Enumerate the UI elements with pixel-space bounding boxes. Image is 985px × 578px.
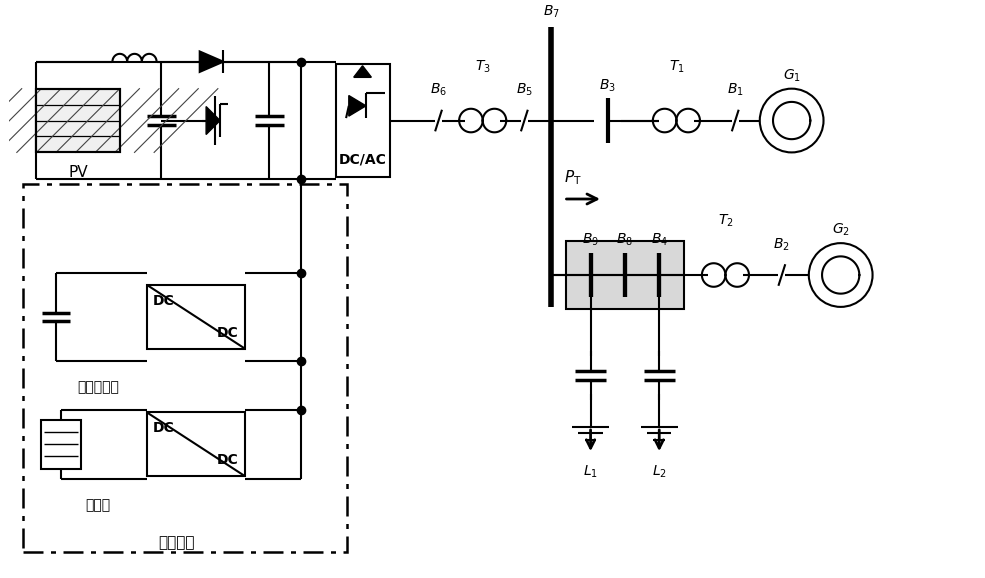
Text: $B_5$: $B_5$ xyxy=(516,82,533,98)
Text: $B_8$: $B_8$ xyxy=(617,232,633,248)
Text: $G_1$: $G_1$ xyxy=(783,68,801,84)
Polygon shape xyxy=(200,51,224,72)
Text: $T_2$: $T_2$ xyxy=(718,213,733,229)
Text: $T_3$: $T_3$ xyxy=(475,58,491,75)
Text: DC/AC: DC/AC xyxy=(339,153,386,167)
Bar xyxy=(36,88,120,153)
Text: PV: PV xyxy=(68,165,88,180)
Text: $B_3$: $B_3$ xyxy=(599,77,617,94)
Bar xyxy=(41,420,81,469)
Text: $P_{\mathrm{T}}$: $P_{\mathrm{T}}$ xyxy=(563,168,581,187)
Bar xyxy=(24,184,347,552)
Text: DC: DC xyxy=(153,421,174,435)
Text: $B_2$: $B_2$ xyxy=(773,236,790,253)
Text: 蓄电池: 蓄电池 xyxy=(85,498,110,512)
Text: $B_9$: $B_9$ xyxy=(582,232,599,248)
Text: DC: DC xyxy=(153,294,174,307)
Bar xyxy=(147,285,245,349)
Polygon shape xyxy=(349,95,366,116)
Text: $T_1$: $T_1$ xyxy=(669,58,685,75)
Bar xyxy=(147,412,245,476)
Text: DC: DC xyxy=(218,453,239,467)
Bar xyxy=(336,64,389,177)
Text: $B_7$: $B_7$ xyxy=(543,3,559,20)
Text: $B_6$: $B_6$ xyxy=(430,82,447,98)
Polygon shape xyxy=(206,106,220,135)
Text: 超级电容器: 超级电容器 xyxy=(77,380,118,394)
Polygon shape xyxy=(354,66,371,77)
Text: DC: DC xyxy=(218,325,239,340)
Text: 混合储能: 混合储能 xyxy=(158,535,194,550)
Text: $B_4$: $B_4$ xyxy=(651,232,668,248)
Text: $G_2$: $G_2$ xyxy=(831,222,850,238)
Bar xyxy=(36,88,120,153)
Text: $L_1$: $L_1$ xyxy=(583,464,598,480)
Bar xyxy=(566,240,684,309)
Text: $B_1$: $B_1$ xyxy=(727,82,744,98)
Text: $L_2$: $L_2$ xyxy=(652,464,667,480)
